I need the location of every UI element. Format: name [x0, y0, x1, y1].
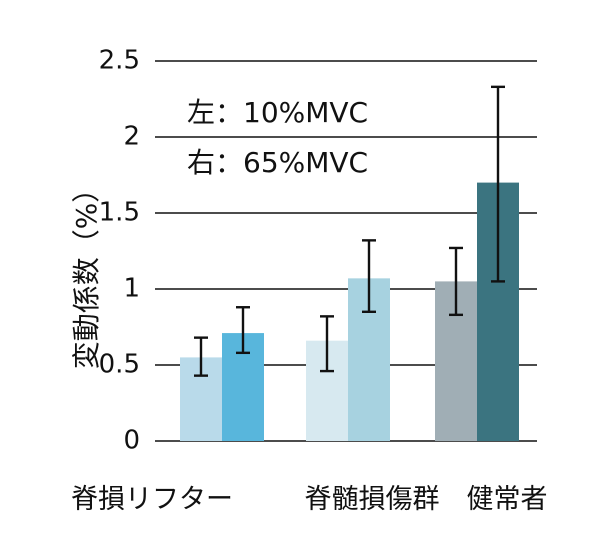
y-tick-label: 2 — [123, 122, 140, 152]
category-label: 脊髄損傷群 — [305, 484, 440, 515]
y-tick-label: 2.5 — [99, 46, 140, 76]
y-tick-label: 0.5 — [99, 350, 140, 380]
y-tick-layer: 0 0.5 1 1.5 2 2.5 — [99, 46, 140, 456]
y-tick-label: 1.5 — [99, 198, 140, 228]
category-label: 健常者 — [467, 484, 548, 515]
y-tick-label: 1 — [123, 274, 140, 304]
category-label-layer: 脊損リフター 脊髄損傷群 健常者 — [71, 484, 548, 515]
error-bar-layer — [194, 85, 505, 377]
bar-layer — [180, 182, 519, 441]
category-label: 脊損リフター — [71, 484, 233, 515]
y-tick-label: 0 — [123, 426, 140, 456]
annotation-left: 左：10%MVC — [187, 96, 368, 129]
y-axis-label: 変動係数（%） — [70, 175, 103, 370]
annotation-right: 右：65%MVC — [187, 146, 368, 179]
